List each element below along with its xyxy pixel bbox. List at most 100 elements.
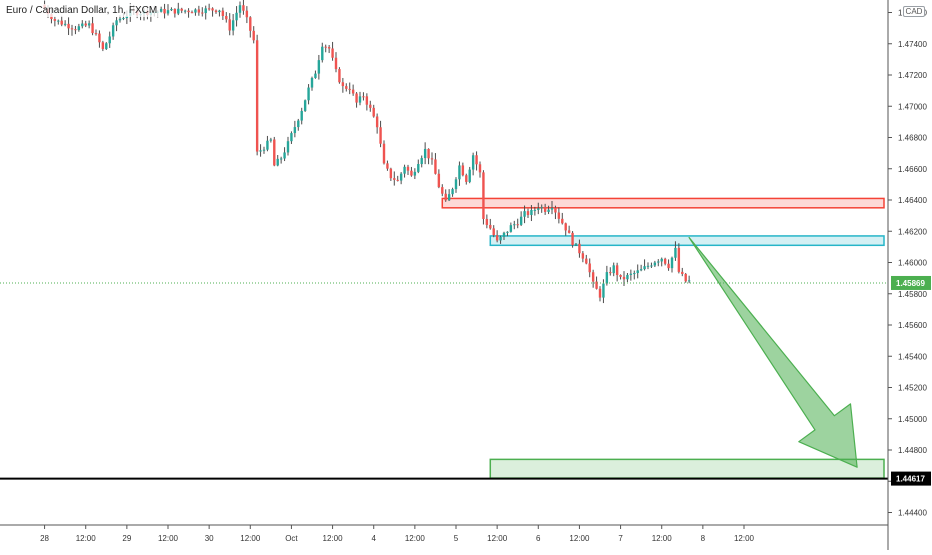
candle-body-down	[211, 8, 214, 11]
candle	[495, 230, 499, 243]
candle	[393, 171, 396, 186]
time-tick-label: 5	[454, 534, 459, 543]
candle-body-up	[57, 20, 60, 22]
candle-body-up	[657, 261, 660, 263]
candle-body-up	[643, 266, 646, 270]
candle	[595, 276, 598, 290]
candle-body-down	[225, 16, 228, 20]
candle	[646, 262, 650, 270]
candle-body-up	[458, 165, 461, 180]
candle-body-up	[574, 243, 578, 246]
candle-body-down	[489, 224, 492, 229]
candle-body-down	[482, 172, 485, 219]
candle	[437, 169, 441, 189]
candle	[417, 159, 420, 174]
candle-body-down	[375, 116, 379, 128]
time-axis: 28 12:00 29 12:00 30 12:00 Oct 12:00 4 12:00 5 12:0…	[0, 524, 888, 543]
candle-body-down	[98, 33, 101, 43]
candle-body-up	[63, 23, 67, 25]
candle	[262, 146, 266, 154]
support-zone	[489, 235, 885, 247]
price-tick-label: 1.47000	[898, 102, 927, 111]
candle	[458, 161, 461, 186]
candle	[444, 189, 447, 202]
candle-body-down	[526, 211, 530, 215]
candle-body-down	[341, 82, 345, 87]
candle-body-down	[67, 23, 70, 29]
candle	[516, 218, 519, 229]
candle-body-down	[228, 19, 231, 31]
candle	[297, 118, 300, 131]
candle-body-up	[159, 8, 163, 12]
resistance-zone	[441, 197, 885, 209]
candle	[550, 201, 554, 215]
time-tick-label: 4	[371, 534, 376, 543]
candle-body-down	[396, 179, 399, 181]
candle	[67, 17, 70, 36]
candle	[173, 8, 177, 18]
candle	[585, 254, 588, 265]
candle-body-down	[331, 48, 334, 58]
price-tick-label: 1.44400	[898, 509, 927, 518]
candle	[252, 26, 255, 44]
candle	[53, 16, 57, 27]
candle-body-up	[293, 127, 297, 134]
candle-body-up	[612, 265, 615, 274]
candle	[543, 203, 547, 215]
candle-body-down	[386, 163, 389, 169]
candle	[221, 7, 225, 21]
candle	[351, 84, 355, 96]
time-tick-label: 12:00	[240, 534, 261, 543]
candle	[663, 257, 667, 266]
candle	[413, 168, 417, 180]
candle	[636, 264, 639, 279]
price-tick-label: 1.45200	[898, 384, 927, 393]
candle	[687, 275, 691, 284]
candle-body-down	[684, 274, 687, 282]
candle	[108, 31, 111, 48]
candle	[643, 259, 646, 271]
candle	[633, 270, 636, 280]
candle-body-down	[585, 258, 588, 264]
candle-body-down	[201, 12, 204, 14]
candle	[187, 8, 190, 18]
candle-body-down	[348, 88, 351, 90]
candle	[677, 243, 681, 274]
candle-body-up	[636, 270, 639, 274]
candle-body-down	[187, 10, 190, 13]
candle	[235, 6, 238, 27]
time-tick-label: 6	[536, 534, 541, 543]
candle-body-up	[626, 274, 629, 280]
candle	[300, 107, 303, 125]
candle	[286, 136, 290, 156]
time-tick-label: 12:00	[569, 534, 590, 543]
candle	[321, 42, 324, 63]
candle-body-down	[598, 288, 602, 298]
candle-body-up	[262, 149, 266, 151]
candle-body-down	[478, 164, 482, 173]
candle	[362, 92, 365, 101]
candle-body-up	[653, 262, 657, 266]
candle	[485, 214, 489, 229]
candle-body-down	[581, 253, 585, 259]
candle	[372, 104, 375, 118]
candle	[526, 208, 530, 219]
candle-body-up	[170, 8, 173, 11]
candle	[406, 164, 410, 175]
candle-body-down	[389, 168, 393, 179]
candle-body-up	[111, 25, 115, 37]
candle-body-down	[564, 223, 567, 231]
candle	[91, 16, 94, 36]
time-tick-label: 12:00	[734, 534, 755, 543]
candle	[194, 8, 197, 16]
candle	[327, 45, 331, 54]
candle-body-down	[252, 30, 255, 41]
candle-body-up	[87, 23, 91, 26]
candle	[561, 212, 564, 225]
candle-body-up	[399, 173, 403, 181]
candle-body-down	[554, 207, 557, 213]
candle-body-up	[670, 257, 674, 269]
candle	[657, 259, 660, 267]
candle	[63, 20, 67, 27]
